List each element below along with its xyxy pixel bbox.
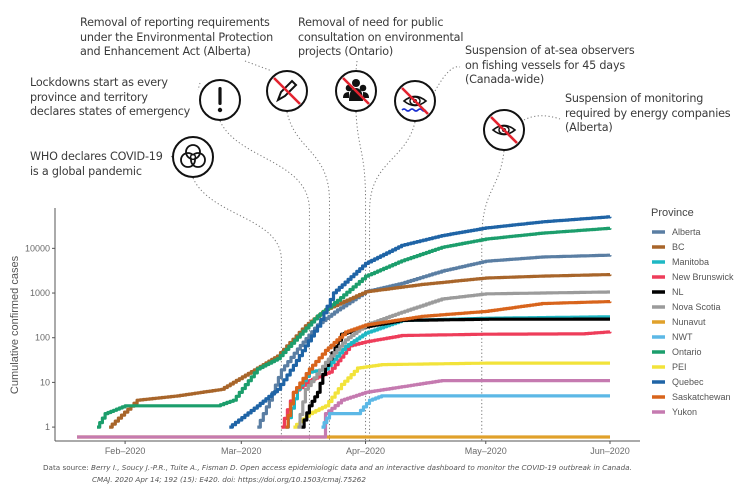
legend-label: NWT [672,332,693,342]
legend-item: Nova Scotia [652,302,721,312]
series-line-ontario [97,226,612,429]
x-tick-label: May–2020 [465,446,507,456]
series-lines [77,215,612,439]
exclamation-icon [199,79,241,121]
series-line-saskatchewan [285,300,612,429]
annotation-text-observers: Suspension of at-sea observers on fishin… [465,44,635,86]
legend-item: Ontario [652,347,702,357]
y-tick-label: 10 [40,377,50,387]
legend-label: Alberta [672,227,701,237]
y-axis-label: Cumulative confirmed cases [9,255,21,394]
no-pencil-icon [266,70,308,112]
legend-label: PEI [672,362,687,372]
annotation-guides [170,60,561,441]
annotation-text-monitoring: Suspension of monitoring required by ene… [565,92,731,134]
biohazard-icon [172,136,214,178]
legend-item: Nunavut [652,317,706,327]
annotation-text-epea: Removal of reporting requirements under … [80,16,273,58]
axes [54,208,640,442]
legend-item: PEI [652,362,687,372]
y-tick-label: 1 [45,422,50,432]
y-tick-label: 1000 [30,288,50,298]
legend-label: Yukon [672,407,697,417]
legend-title: Province [651,207,694,219]
no-eye-icon [483,109,525,151]
source-label: Data source: [43,463,92,472]
legend-label: BC [672,242,685,252]
annotation-connector [523,115,561,121]
annotation-connector [197,82,201,91]
source-citation: Berry I., Soucy J.-P.R., Tuite A., Fisma… [91,463,632,472]
legend-item: New Brunswick [652,272,734,282]
x-ticks: Feb–2020 Mar–2020 Apr–2020 May–2020 Jun–2020 [105,441,630,456]
source-citation-2: CMAJ. 2020 Apr 14; 192 (15): E420. doi: … [92,475,366,484]
x-tick-label: Mar–2020 [221,446,262,456]
annotation-connector [170,155,173,158]
source-line-2: CMAJ. 2020 Apr 14; 192 (15): E420. doi: … [92,475,366,484]
legend-label: Saskatchewan [672,392,731,402]
series-line-nwt [321,394,610,429]
y-tick-label: 10000 [25,243,50,253]
legend-label: Quebec [672,377,704,387]
series-line-nova-scotia [297,290,610,429]
series-line-yukon [77,379,610,439]
annotation-icons [172,70,525,178]
y-tick-label: 100 [35,333,50,343]
annotation-guide-line [286,111,330,441]
legend-item: NL [652,287,684,297]
annotation-guide-line [192,177,282,441]
x-tick-label: Feb–2020 [105,446,146,456]
legend-label: Manitoba [672,257,709,267]
annotation-connector [355,60,358,72]
legend-item: BC [652,242,685,252]
legend-item: Alberta [652,227,701,237]
x-tick-label: Jun–2020 [590,446,630,456]
source-line-1: Data source: Berry I., Soucy J.-P.R., Tu… [43,463,632,472]
series-line-quebec [229,215,612,429]
legend: Alberta BC Manitoba New Brunswick NL Nova Sco… [652,227,734,417]
series-line-pei [293,361,610,429]
legend-label: NL [672,287,684,297]
legend-label: Ontario [672,347,702,357]
no-eye-water-icon [394,80,436,122]
legend-item: NWT [652,332,693,342]
legend-item: Saskatchewan [652,392,731,402]
no-people-icon [335,70,377,112]
legend-item: Yukon [652,407,697,417]
y-ticks: 1 10 100 1000 10000 [25,243,55,432]
annotation-connector [244,60,273,72]
x-tick-label: Apr–2020 [346,446,385,456]
annotation-connector [434,66,461,92]
annotation-guide-line [355,111,367,441]
annotation-text-lockdowns: Lockdowns start as every province and te… [30,76,191,118]
legend-label: Nunavut [672,317,706,327]
series-line-bc [109,273,612,429]
annotation-text-who: WHO declares COVID-19 is a global pandem… [30,150,163,178]
legend-label: New Brunswick [672,272,734,282]
legend-item: Manitoba [652,257,709,267]
annotation-text-consultation: Removal of need for public consultation … [298,16,464,58]
legend-item: Quebec [652,377,704,387]
legend-label: Nova Scotia [672,302,721,312]
